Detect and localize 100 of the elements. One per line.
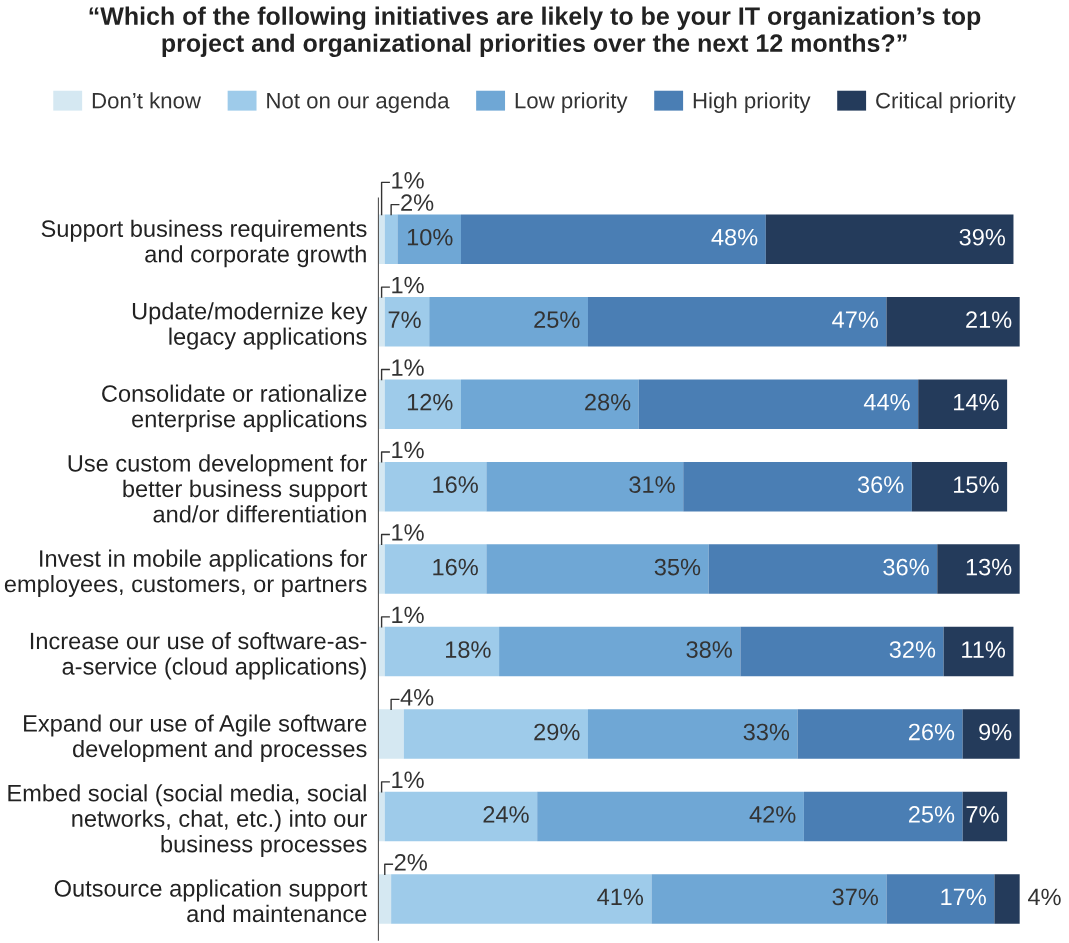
data-label: 21% (966, 311, 1012, 328)
legend-label: High priority (693, 92, 811, 113)
y-tick-label: Invest in mobile applications for employees, customers, or partners (4, 549, 367, 597)
bar (378, 626, 385, 677)
bar (962, 791, 1008, 842)
bar (384, 379, 461, 429)
bar (384, 791, 538, 842)
data-label: 37% (832, 888, 879, 906)
y-tick-label: Update/modernize key legacy applications (132, 302, 368, 350)
bar (378, 296, 385, 347)
bar (886, 296, 1020, 347)
data-label: 29% (534, 723, 580, 741)
bar (384, 296, 430, 347)
data-label: 25% (534, 311, 580, 329)
legend-label: Not on our agenda (267, 92, 450, 113)
bar (391, 874, 652, 924)
data-label: 31% (629, 476, 675, 493)
data-label: 15% (954, 476, 999, 493)
bar (683, 461, 912, 512)
data-label: 1% (392, 172, 424, 189)
data-label: 1% (392, 524, 424, 541)
bar (962, 709, 1020, 759)
data-label: 9% (979, 723, 1012, 741)
legend-label: Don’t know (92, 92, 202, 109)
data-label: 1% (392, 359, 424, 376)
data-label: 41% (597, 888, 644, 906)
bar (397, 214, 461, 264)
data-label: 12% (407, 393, 453, 411)
y-tick-label: Increase our use of software-as- a-service (cloud applications) (30, 632, 367, 680)
data-label: 25% (908, 806, 955, 823)
bar (911, 461, 1008, 512)
data-label: 4% (1027, 888, 1061, 906)
y-tick-label: Use custom development for better business support and/or differentiation (68, 454, 368, 523)
data-label: 1% (392, 441, 424, 459)
bar (499, 626, 741, 677)
y-tick-label: Embed social (social media, social networks, chat, etc.) into our business processes (8, 784, 367, 858)
bar (651, 874, 887, 924)
bar (537, 791, 804, 842)
data-label: 18% (446, 641, 491, 658)
data-label: 10% (407, 228, 453, 246)
bar (378, 544, 385, 594)
data-label: 28% (585, 393, 631, 411)
bar (937, 544, 1020, 594)
data-label: 1% (392, 606, 424, 624)
bar (886, 874, 995, 924)
data-label: 39% (959, 228, 1006, 246)
y-tick-label: Expand our use of Agile software development and processes (24, 714, 367, 762)
bar (403, 709, 588, 759)
data-label: 44% (863, 393, 910, 411)
bar (803, 791, 963, 842)
data-label: 7% (966, 806, 999, 823)
bar (740, 626, 944, 677)
data-label: 48% (711, 228, 758, 246)
bar (384, 544, 487, 594)
y-tick-label: Support business requirements and corporate growth (41, 219, 367, 268)
bar (638, 379, 919, 429)
data-label: 26% (908, 723, 955, 741)
bar (384, 626, 500, 677)
data-label: 7% (388, 311, 421, 328)
bar (384, 214, 398, 264)
data-label: 2% (394, 853, 427, 871)
bar (429, 296, 588, 347)
data-label: 16% (433, 476, 478, 493)
data-label: 1% (392, 771, 424, 789)
bar (378, 791, 385, 842)
bar (378, 461, 385, 512)
data-label: 2% (401, 194, 434, 211)
data-label: 16% (433, 558, 478, 576)
bar (708, 544, 938, 594)
bar (378, 214, 385, 264)
chart-title: “Which of the following initiatives are likely to be your IT organization’s top project and organizational priorities over the next 12 months?” (89, 6, 981, 58)
data-label: 36% (883, 558, 929, 576)
bar (460, 379, 639, 429)
data-label: 32% (889, 641, 936, 658)
data-label: 38% (686, 641, 732, 658)
data-label: 13% (966, 558, 1012, 576)
data-label: 35% (654, 558, 701, 576)
bar (460, 214, 766, 264)
data-label: 4% (400, 689, 434, 706)
data-label: 1% (392, 276, 424, 294)
bar (943, 626, 1014, 677)
bar (797, 709, 963, 759)
legend-label: Critical priority (876, 92, 1016, 113)
y-tick-label: Outsource application support and maintenance (54, 879, 368, 923)
bar (486, 461, 684, 512)
data-label: 42% (749, 806, 796, 823)
data-label: 47% (832, 311, 879, 328)
data-label: 36% (857, 476, 904, 493)
bar (587, 709, 798, 759)
bar (378, 379, 385, 429)
legend-label: Low priority (515, 92, 628, 113)
data-label: 11% (962, 641, 1006, 658)
y-tick-label: Consolidate or rationalize enterprise applications (102, 384, 367, 433)
bar (486, 544, 709, 594)
data-label: 14% (954, 393, 999, 411)
bar (384, 461, 487, 512)
data-label: 17% (941, 888, 986, 906)
bar (918, 379, 1008, 429)
bar (994, 874, 1020, 924)
bar (587, 296, 887, 347)
